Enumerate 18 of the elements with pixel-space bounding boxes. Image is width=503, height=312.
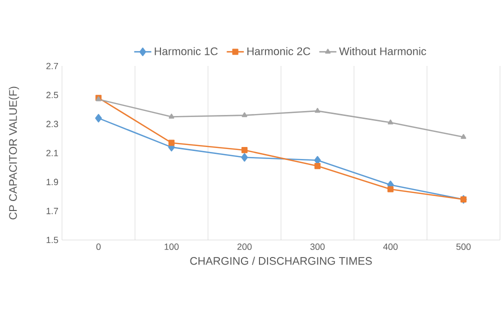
x-tick-label: 200 bbox=[237, 244, 252, 250]
legend-label: Harmonic 1C bbox=[154, 47, 218, 56]
y-tick-label: 2.5 bbox=[46, 92, 58, 98]
x-axis-title: CHARGING / DISCHARGING TIMES bbox=[190, 256, 372, 265]
legend-label: Without Harmonic bbox=[339, 47, 426, 56]
y-tick-label: 1.9 bbox=[46, 178, 58, 186]
y-tick-label: 2.7 bbox=[46, 62, 58, 70]
x-tick-label: 300 bbox=[310, 244, 325, 250]
y-axis-title: CP CAPACITOR VALUE(F) bbox=[8, 86, 20, 220]
x-tick-label: 100 bbox=[164, 244, 179, 250]
legend-label: Harmonic 2C bbox=[247, 47, 310, 56]
y-tick-label: 2.1 bbox=[46, 150, 58, 156]
x-tick-label: 500 bbox=[456, 244, 471, 250]
y-tick-label: 2.3 bbox=[46, 120, 58, 128]
y-tick-label: 1.7 bbox=[46, 208, 58, 214]
y-tick-label: 1.5 bbox=[46, 236, 58, 244]
x-tick-label: 400 bbox=[383, 244, 398, 250]
x-tick-label: 0 bbox=[96, 244, 101, 250]
